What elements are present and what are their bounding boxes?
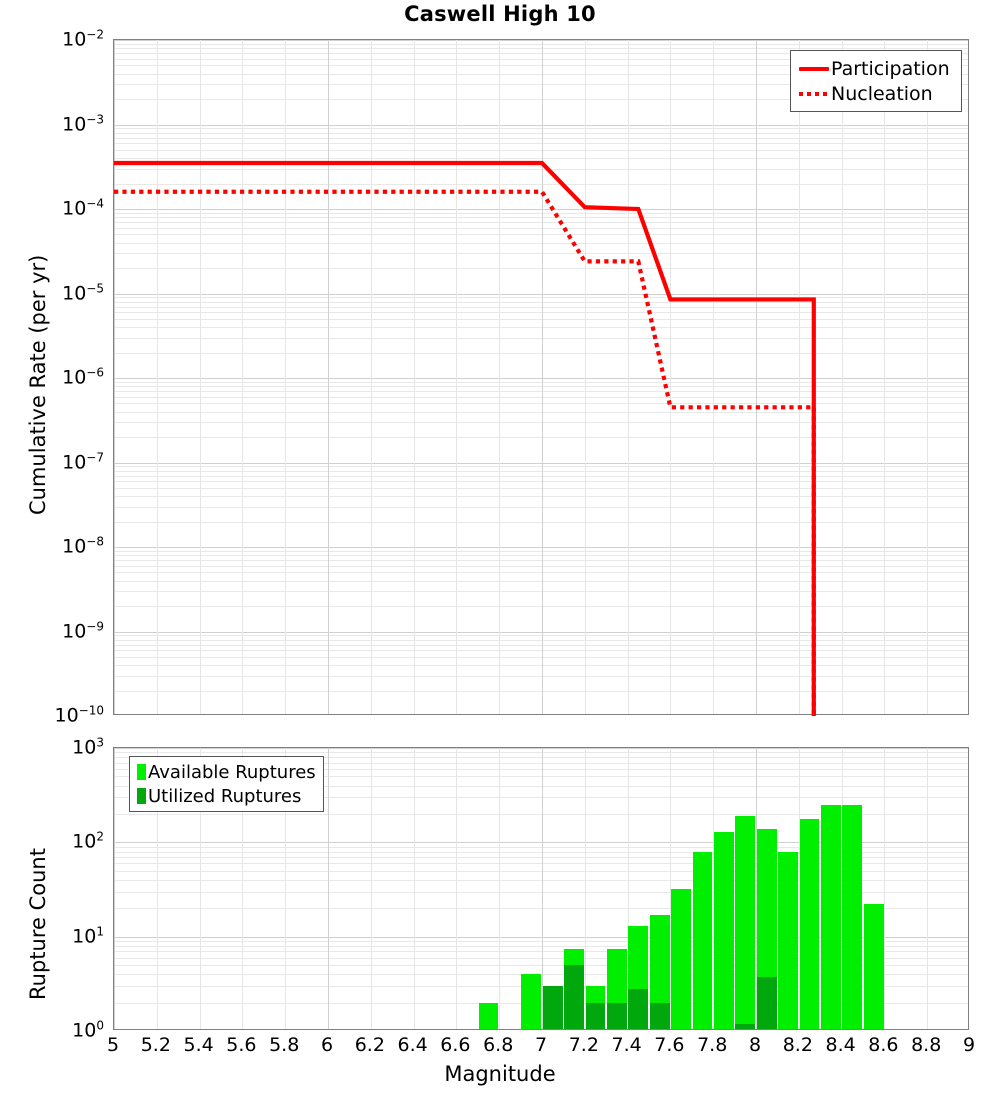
- y-axis-tick: 100: [72, 1018, 104, 1042]
- x-axis-tick: 5: [106, 1034, 120, 1056]
- series-nucleation: [114, 189, 816, 716]
- available-ruptures-swatch-icon: [134, 764, 148, 780]
- bar-available: [692, 851, 713, 1029]
- bar-available: [649, 914, 670, 1029]
- x-axis-tick: 8.6: [868, 1034, 899, 1056]
- legend-item-participation: Participation: [797, 56, 953, 81]
- bar-available: [842, 804, 863, 1029]
- x-axis-tick: 7.4: [611, 1034, 642, 1056]
- x-axis-tick: 8.2: [782, 1034, 813, 1056]
- bar-utilized: [649, 1002, 670, 1029]
- x-axis-tick: 6.8: [483, 1034, 514, 1056]
- y-axis-tick: 10−5: [62, 280, 104, 305]
- bar-utilized: [756, 977, 777, 1029]
- legend-label: Participation: [831, 57, 950, 80]
- top-plot-series: [114, 160, 816, 716]
- x-axis-tick: 5.2: [140, 1034, 171, 1056]
- nucleation-line-icon: [797, 91, 831, 96]
- y-axis-tick: 10−4: [62, 196, 104, 220]
- y-axis-tick: 102: [72, 829, 104, 853]
- x-axis-tick: 5.6: [226, 1034, 257, 1056]
- y-axis-tick: 101: [72, 924, 104, 948]
- legend-label: Utilized Ruptures: [148, 785, 302, 807]
- x-axis-tick: 7.8: [697, 1034, 728, 1056]
- x-axis-tick: 6.2: [354, 1034, 385, 1056]
- x-axis-tick: 9: [962, 1034, 976, 1056]
- y-axis-tick: 10−2: [62, 27, 104, 51]
- y-axis-tick: 10−3: [62, 111, 104, 136]
- figure-title: Caswell High 10: [404, 2, 596, 26]
- utilized-ruptures-swatch-icon: [134, 788, 148, 804]
- x-axis-tick: 8: [748, 1034, 762, 1056]
- legend-label: Nucleation: [831, 82, 933, 105]
- x-axis-tick: 7.6: [654, 1034, 685, 1056]
- x-axis-tick: 5.4: [183, 1034, 214, 1056]
- cumulative-rate-plot: [113, 39, 969, 716]
- bar-utilized: [585, 1002, 606, 1029]
- bar-available: [799, 819, 820, 1029]
- x-axis-tick: 8.8: [911, 1034, 942, 1056]
- legend-item-available-ruptures: Available Ruptures: [134, 760, 316, 784]
- bottom-plot-legend: Available Ruptures Utilized Ruptures: [129, 756, 324, 812]
- bar-available: [671, 889, 691, 1029]
- bar-available: [478, 1002, 499, 1029]
- y-axis-tick: 10−6: [62, 365, 104, 389]
- bar-available: [735, 816, 756, 1029]
- x-axis-tick: 5.8: [269, 1034, 300, 1056]
- rupture-histogram-bars: [114, 748, 968, 1029]
- y-axis-tick: 10−9: [62, 618, 104, 643]
- series-participation: [114, 160, 816, 716]
- legend-item-nucleation: Nucleation: [797, 81, 953, 106]
- bar-available: [778, 851, 798, 1029]
- top-plot-y-axis-label: Cumulative Rate (per yr): [26, 254, 50, 515]
- bar-utilized: [607, 1002, 627, 1029]
- legend-item-utilized-ruptures: Utilized Ruptures: [134, 784, 316, 808]
- bar-available: [521, 974, 542, 1029]
- y-axis-tick: 10−7: [62, 449, 104, 474]
- participation-line-icon: [797, 66, 831, 71]
- y-axis-tick: 10−10: [54, 703, 104, 727]
- x-axis-tick: 6.6: [440, 1034, 471, 1056]
- x-axis-tick: 7.2: [568, 1034, 599, 1056]
- x-axis-tick: 6: [320, 1034, 334, 1056]
- bar-available: [821, 804, 841, 1029]
- x-axis-tick: 7: [534, 1034, 548, 1056]
- x-axis-label: Magnitude: [444, 1062, 556, 1086]
- bar-available: [714, 831, 734, 1029]
- bottom-plot-y-axis-label: Rupture Count: [26, 848, 50, 1000]
- bar-available: [863, 904, 884, 1029]
- y-axis-tick: 10−8: [62, 534, 104, 558]
- top-plot-legend: Participation Nucleation: [790, 50, 962, 112]
- bar-utilized: [628, 988, 649, 1029]
- x-axis-tick: 6.4: [397, 1034, 428, 1056]
- bar-utilized: [564, 965, 584, 1029]
- top-plot-gridlines: [114, 40, 968, 714]
- y-axis-tick: 103: [72, 735, 104, 759]
- bar-utilized: [735, 1023, 756, 1029]
- legend-label: Available Ruptures: [148, 761, 316, 783]
- bar-utilized: [542, 986, 563, 1029]
- x-axis-tick: 8.4: [825, 1034, 856, 1056]
